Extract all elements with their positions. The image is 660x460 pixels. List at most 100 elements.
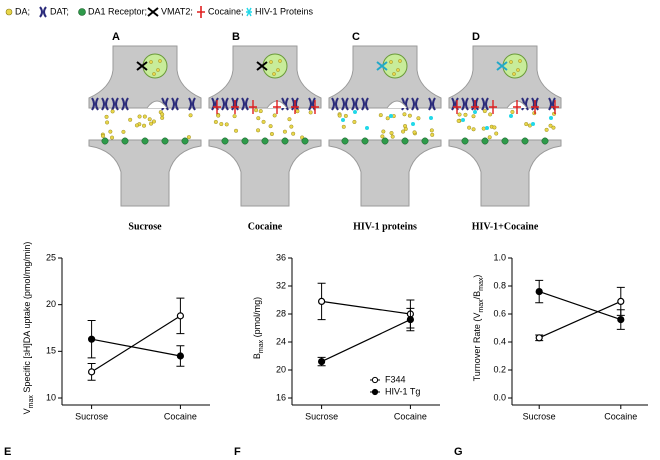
synapse-panel: C HIV-1 proteins	[328, 31, 442, 232]
data-point	[406, 316, 414, 324]
data-point	[87, 368, 96, 376]
cocaine	[489, 100, 497, 114]
da-dot	[457, 112, 462, 117]
legend-symbol	[5, 8, 13, 16]
diagram-legend: DA; DAT; DA1 Receptor; VMAT2; Cocaine; H…	[5, 6, 314, 18]
da1-receptor	[521, 137, 529, 145]
da-dot	[403, 126, 408, 131]
release-site	[146, 100, 168, 109]
da-dot	[128, 117, 133, 122]
legend-symbol	[197, 6, 205, 18]
y-axis-label: Bmax (pmol/mg)	[252, 297, 265, 359]
da-dot	[258, 109, 263, 114]
dat	[231, 97, 239, 111]
panel-label: Cocaine	[248, 221, 283, 232]
da-dot	[407, 113, 412, 118]
vmat2	[136, 61, 148, 71]
da-dot	[380, 134, 385, 139]
da1-receptor	[101, 137, 109, 145]
y-tick-label: 20	[276, 364, 286, 374]
dat	[428, 97, 436, 111]
da-dot	[378, 113, 383, 118]
presynaptic-terminal	[448, 45, 562, 109]
da-dot	[412, 130, 417, 135]
da-dot	[147, 117, 152, 122]
legend-text: DA;	[15, 6, 30, 16]
da-dot	[463, 112, 468, 117]
da-dot	[254, 108, 259, 113]
dat	[221, 97, 229, 111]
data-point	[535, 288, 543, 296]
y-tick-label: 25	[46, 252, 56, 262]
dat	[471, 97, 479, 111]
da-dot	[186, 135, 191, 140]
y-label-part: B	[252, 353, 262, 359]
da-dot	[381, 129, 386, 134]
dat	[481, 97, 489, 111]
x-tick-label: Sucrose	[75, 411, 108, 421]
series-line	[538, 300, 622, 339]
series-line	[91, 338, 181, 357]
hiv-protein	[509, 114, 513, 118]
hiv-protein	[365, 126, 369, 130]
da1-receptor	[221, 137, 229, 145]
da-dot	[429, 128, 434, 133]
legend-symbol	[39, 6, 47, 18]
y-label-part: )	[472, 275, 482, 278]
y-label-part: max	[28, 395, 35, 409]
cocaine	[231, 100, 239, 114]
presynaptic-terminal	[88, 45, 202, 109]
data-point	[617, 316, 625, 324]
da-dot	[121, 129, 126, 134]
da-dot	[482, 109, 487, 114]
da-dot	[287, 117, 292, 122]
y-label-part: max	[478, 277, 485, 291]
da-dot	[134, 123, 139, 128]
y-tick-label: 10	[46, 392, 56, 402]
da1-receptor	[481, 137, 489, 145]
da-dot	[494, 131, 499, 136]
dat	[111, 97, 119, 111]
cocaine	[249, 100, 257, 114]
da-dot	[524, 122, 529, 127]
da-dot	[551, 125, 556, 130]
da-dot	[272, 113, 277, 118]
panel-label: Sucrose	[128, 221, 162, 232]
da1-receptor	[181, 137, 189, 145]
presynaptic-terminal	[208, 45, 322, 109]
legend-text: HIV-1 Proteins	[255, 6, 314, 16]
da1-receptor	[541, 137, 549, 145]
postsynaptic-terminal	[208, 139, 322, 207]
da-dot	[137, 114, 142, 119]
da-dot	[149, 60, 153, 64]
da-dot	[341, 124, 346, 129]
da1-receptor	[501, 137, 509, 145]
x-tick-label: Sucrose	[305, 411, 338, 421]
series-line	[321, 300, 411, 315]
x-tick-label: Cocaine	[604, 411, 637, 421]
da1-receptor	[241, 137, 249, 145]
dat	[91, 97, 99, 111]
y-label-part: 3	[25, 352, 32, 356]
panel-letter: F	[234, 446, 241, 458]
da-dot	[104, 114, 109, 119]
cocaine	[291, 100, 299, 114]
panel-letter: G	[454, 446, 463, 458]
data-point	[617, 297, 625, 305]
da-dot	[232, 114, 237, 119]
da-dot	[142, 123, 147, 128]
da-dot	[471, 114, 476, 119]
da-dot	[269, 60, 273, 64]
y-axis-label: Vmax Specific [3H]DA uptake (pmol/mg/min…	[22, 242, 35, 415]
data-point	[318, 297, 326, 305]
y-tick-label: 24	[276, 336, 286, 346]
legend-symbol	[147, 7, 159, 17]
da-dot	[481, 126, 486, 131]
legend-label: HIV-1 Tg	[385, 386, 420, 396]
chart: 10 15 20 25 Sucrose Cocaine Vmax Specific [3H]…	[4, 242, 210, 458]
data-point	[318, 358, 326, 366]
synapse-panel: A Sucrose	[88, 31, 202, 232]
da-dot	[430, 132, 435, 137]
da1-receptor	[361, 137, 369, 145]
y-tick-label: 0.4	[493, 336, 506, 346]
